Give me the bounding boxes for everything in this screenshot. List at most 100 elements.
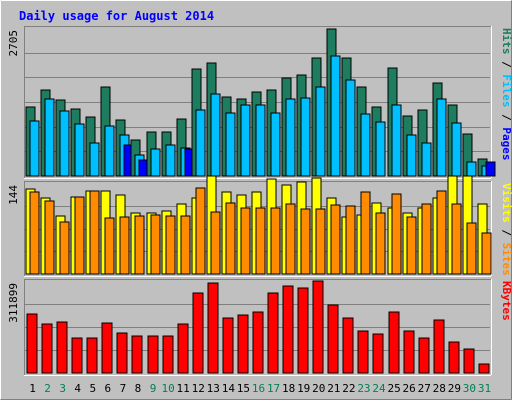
bar-sites [255, 207, 266, 275]
bar-kbytes [282, 285, 294, 374]
bar-kbytes [433, 319, 445, 374]
bar-kbytes [357, 330, 369, 374]
bar-files [59, 110, 70, 177]
x-tick-label: 12 [192, 382, 205, 395]
bar-kbytes [388, 311, 400, 374]
bar-files [195, 109, 206, 177]
bar-kbytes [403, 330, 415, 374]
x-tick-label: 26 [403, 382, 416, 395]
bar-kbytes [56, 321, 68, 374]
x-tick-label: 31 [478, 382, 491, 395]
bar-kbytes [342, 317, 354, 374]
bar-sites [345, 205, 356, 275]
panel-max-label: 2705 [7, 30, 20, 57]
bar-files [466, 161, 477, 177]
bar-kbytes [252, 311, 264, 374]
bar-sites [150, 214, 161, 275]
chart-panels: 2705 Hits / Files / Pages 144 Visits / Site… [7, 26, 512, 376]
bar-kbytes [237, 314, 249, 374]
panel-legend: Visits / Sites [500, 183, 512, 276]
x-tick-label: 24 [372, 382, 386, 395]
bar-sites [74, 196, 85, 275]
legend-kbytes: KBytes [500, 281, 512, 321]
panel-max-label: 144 [7, 185, 20, 205]
bar-kbytes [162, 335, 174, 374]
x-tick-label: 25 [387, 382, 400, 395]
x-tick-label: 3 [59, 382, 66, 395]
legend-separator: / [500, 108, 512, 128]
legend-pages: Pages [500, 127, 512, 160]
bar-kbytes [418, 337, 430, 374]
bar-kbytes [86, 337, 98, 374]
bar-sites [406, 216, 417, 275]
bar-files [391, 104, 402, 177]
bar-kbytes [26, 313, 38, 374]
bar-kbytes [71, 337, 83, 374]
bar-sites [225, 202, 236, 275]
bar-sites [29, 191, 40, 275]
bar-sites [360, 191, 371, 275]
x-tick-label: 2 [44, 382, 51, 395]
bar-sites [466, 222, 477, 275]
bar-kbytes [116, 332, 128, 374]
x-tick-label: 17 [267, 382, 280, 395]
x-tick-label: 20 [312, 382, 325, 395]
bar-files [315, 86, 326, 177]
bar-kbytes [297, 287, 309, 374]
bar-kbytes [101, 322, 113, 374]
bar-kbytes [478, 363, 490, 374]
bar-kbytes [131, 335, 143, 374]
bar-kbytes [327, 304, 339, 374]
bar-sites [104, 217, 115, 275]
bar-sites [180, 215, 191, 275]
bar-kbytes [312, 280, 324, 374]
x-tick-label: 10 [161, 382, 174, 395]
bar-sites [451, 203, 462, 275]
bar-files [345, 79, 356, 177]
x-tick-label: 16 [252, 382, 265, 395]
bar-files [210, 93, 221, 177]
x-tick-label: 7 [120, 382, 127, 395]
bar-files [150, 148, 161, 177]
bar-files [421, 142, 432, 177]
bar-sites [300, 208, 311, 275]
legend-files: Files [500, 74, 512, 107]
bar-files [270, 112, 281, 177]
bar-kbytes [448, 341, 460, 374]
bar-sites [375, 212, 386, 275]
bar-files [406, 134, 417, 177]
x-tick-label: 8 [135, 382, 142, 395]
x-tick-label: 22 [342, 382, 355, 395]
x-tick-label: 19 [297, 382, 310, 395]
bar-sites [89, 190, 100, 275]
x-tick-label: 5 [89, 382, 96, 395]
bar-sites [240, 207, 251, 275]
bar-files [225, 112, 236, 177]
bar-sites [134, 215, 145, 275]
bar-files [44, 98, 55, 177]
x-tick-label: 14 [222, 382, 236, 395]
bar-sites [481, 232, 492, 275]
panel-mid: 144 Visits / Sites [7, 175, 512, 277]
bar-sites [391, 193, 402, 275]
bar-kbytes [192, 292, 204, 374]
bar-sites [285, 203, 296, 275]
bar-files [165, 144, 176, 177]
bar-files [436, 98, 447, 177]
x-tick-label: 9 [150, 382, 157, 395]
bar-sites [119, 216, 130, 275]
bar-sites [59, 221, 70, 275]
panel-bot: 311899 KBytes [7, 279, 512, 376]
bar-files [74, 123, 85, 177]
bar-sites [44, 200, 55, 275]
bar-kbytes [147, 335, 159, 374]
bar-files [330, 55, 341, 177]
bar-sites [195, 187, 206, 275]
bar-files [375, 121, 386, 177]
bar-sites [421, 203, 432, 275]
x-tick-label: 23 [357, 382, 370, 395]
x-tick-label: 4 [74, 382, 81, 395]
x-tick-label: 28 [433, 382, 446, 395]
bar-sites [315, 208, 326, 275]
